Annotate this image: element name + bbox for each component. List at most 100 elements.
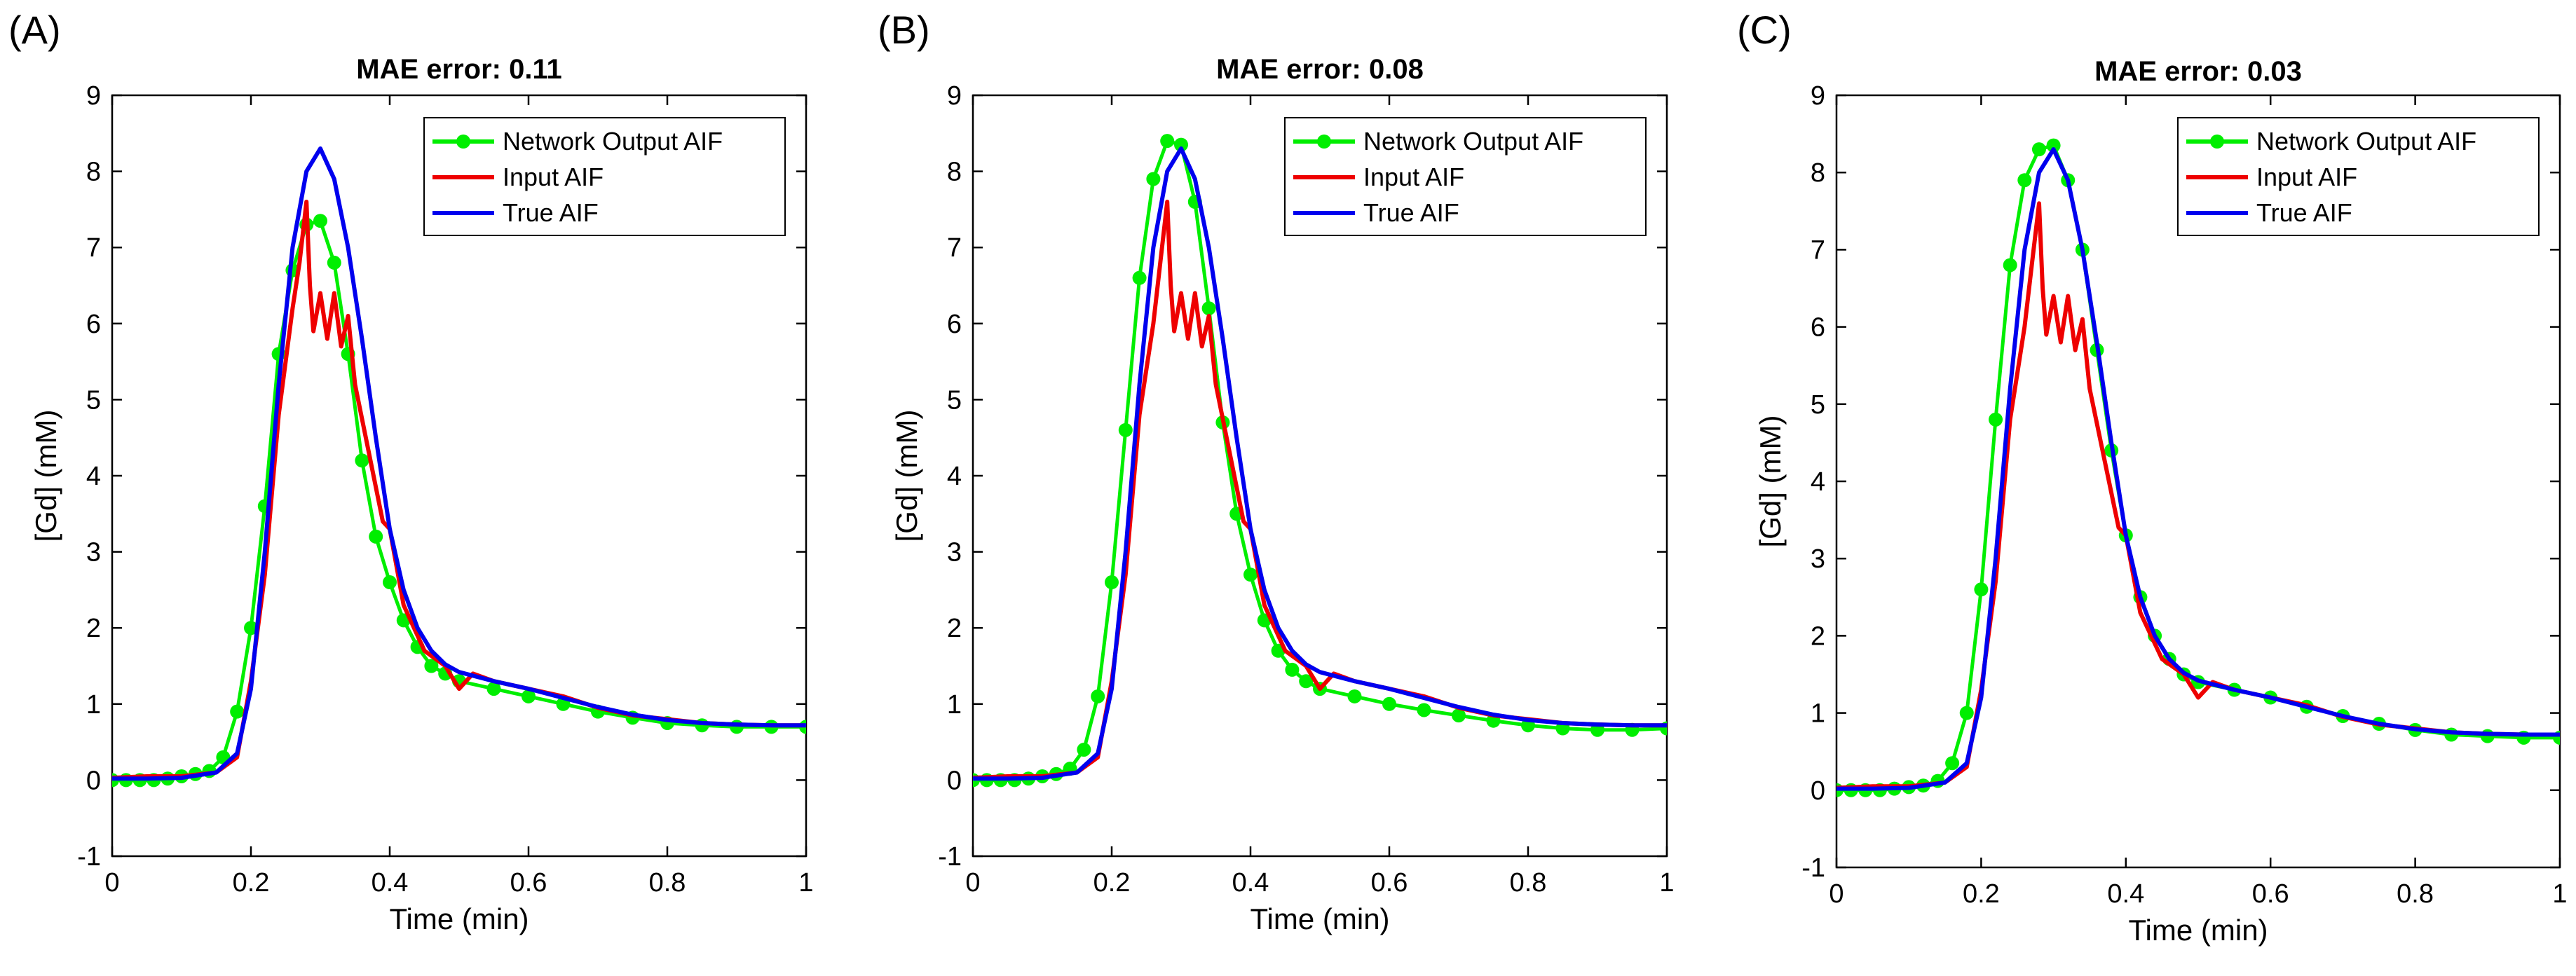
data-point-network-output-aif bbox=[1174, 137, 1188, 152]
series-line-input-aif bbox=[1836, 201, 2560, 790]
legend-label-input-aif: Input AIF bbox=[2256, 163, 2357, 191]
data-point-network-output-aif bbox=[1299, 674, 1314, 689]
x-axis-label: Time (min) bbox=[1250, 902, 1389, 935]
x-tick-label: 0.2 bbox=[1093, 868, 1131, 898]
data-point-network-output-aif bbox=[2031, 142, 2046, 157]
legend: Network Output AIF Input AIF True AIF bbox=[2177, 117, 2540, 236]
y-tick-label: 3 bbox=[947, 538, 962, 568]
data-point-network-output-aif bbox=[313, 214, 327, 228]
y-axis-label: [Gd] (mM) bbox=[1754, 415, 1787, 548]
x-tick-label: 0.6 bbox=[1371, 868, 1408, 898]
data-point-network-output-aif bbox=[244, 621, 258, 635]
y-tick-label: 5 bbox=[947, 385, 962, 415]
x-tick-label: 0.4 bbox=[1232, 868, 1269, 898]
y-tick-label: 4 bbox=[1811, 467, 1825, 497]
legend-label-true-aif: True AIF bbox=[1363, 198, 1459, 227]
series-line-true-aif bbox=[1836, 147, 2560, 791]
y-axis-label: [Gd] (mM) bbox=[29, 410, 62, 542]
legend-label-input-aif: Input AIF bbox=[1363, 163, 1464, 191]
data-point-network-output-aif bbox=[1077, 742, 1091, 757]
data-point-network-output-aif bbox=[2017, 173, 2032, 188]
series-line-true-aif bbox=[112, 146, 806, 781]
data-point-network-output-aif bbox=[1382, 696, 1396, 711]
data-point-network-output-aif bbox=[1945, 756, 1960, 771]
y-tick-label: 7 bbox=[86, 233, 101, 263]
y-tick-label: 8 bbox=[1811, 158, 1825, 188]
y-tick-label: 2 bbox=[947, 614, 962, 643]
chart-title: MAE error: 0.08 bbox=[1216, 54, 1424, 85]
y-tick-label: 7 bbox=[1811, 235, 1825, 265]
data-point-network-output-aif bbox=[1243, 568, 1258, 582]
y-tick-label: -1 bbox=[77, 842, 101, 872]
data-point-network-output-aif bbox=[230, 704, 245, 719]
y-tick-label: 8 bbox=[86, 158, 101, 187]
y-tick-label: 3 bbox=[86, 538, 101, 568]
y-tick-label: 2 bbox=[1811, 621, 1825, 651]
x-tick-label: 1 bbox=[2552, 879, 2567, 909]
y-tick-label: 9 bbox=[947, 81, 962, 111]
data-point-network-output-aif bbox=[1417, 703, 1431, 717]
x-tick-label: 0.4 bbox=[2107, 879, 2144, 909]
panel-label: (C) bbox=[1737, 8, 1792, 52]
x-tick-label: 0.8 bbox=[1510, 868, 1547, 898]
y-tick-label: 8 bbox=[947, 158, 962, 187]
panel-label: (B) bbox=[878, 8, 930, 52]
panel-label: (A) bbox=[8, 8, 61, 52]
data-point-network-output-aif bbox=[1118, 422, 1133, 437]
x-tick-label: 0.2 bbox=[233, 868, 270, 898]
legend-label-network-output-aif: Network Output AIF bbox=[503, 127, 723, 156]
y-tick-label: 9 bbox=[1811, 81, 1825, 111]
data-point-network-output-aif bbox=[1132, 270, 1147, 285]
y-tick-label: 6 bbox=[86, 310, 101, 339]
y-tick-label: 0 bbox=[947, 766, 962, 795]
y-tick-label: 5 bbox=[86, 385, 101, 415]
x-axis-label: Time (min) bbox=[2128, 914, 2268, 947]
data-point-network-output-aif bbox=[355, 453, 369, 468]
y-tick-label: 1 bbox=[947, 690, 962, 720]
legend-marker-network-output-aif bbox=[1317, 135, 1331, 149]
x-tick-label: 0 bbox=[965, 868, 980, 898]
data-point-network-output-aif bbox=[1201, 301, 1216, 316]
y-tick-label: 4 bbox=[86, 462, 101, 491]
y-axis-label: [Gd] (mM) bbox=[890, 410, 923, 542]
legend-marker-network-output-aif bbox=[2210, 135, 2224, 149]
data-point-network-output-aif bbox=[522, 689, 536, 703]
y-tick-label: -1 bbox=[938, 842, 962, 872]
data-point-network-output-aif bbox=[1347, 689, 1362, 703]
y-tick-label: 6 bbox=[947, 310, 962, 339]
y-tick-label: 1 bbox=[1811, 699, 1825, 729]
data-point-network-output-aif bbox=[1091, 689, 1105, 703]
data-point-network-output-aif bbox=[424, 659, 439, 673]
data-point-network-output-aif bbox=[2003, 258, 2017, 273]
y-tick-label: -1 bbox=[1801, 853, 1825, 883]
series-group bbox=[973, 134, 1667, 788]
data-point-network-output-aif bbox=[486, 682, 501, 696]
y-tick-label: 2 bbox=[86, 614, 101, 643]
series-line-network-output-aif bbox=[112, 219, 806, 782]
y-tick-label: 7 bbox=[947, 233, 962, 263]
data-point-network-output-aif bbox=[369, 529, 383, 544]
data-point-network-output-aif bbox=[1146, 172, 1161, 186]
legend-label-true-aif: True AIF bbox=[2256, 198, 2352, 227]
data-point-network-output-aif bbox=[1285, 662, 1300, 677]
y-tick-label: 0 bbox=[1811, 776, 1825, 806]
series-line-network-output-aif bbox=[1836, 144, 2560, 792]
series-group bbox=[1836, 138, 2560, 797]
legend: Network Output AIF Input AIF True AIF bbox=[423, 117, 786, 236]
x-tick-label: 0 bbox=[1829, 879, 1844, 909]
data-point-network-output-aif bbox=[1974, 582, 1989, 597]
legend: Network Output AIF Input AIF True AIF bbox=[1284, 117, 1647, 236]
y-tick-label: 5 bbox=[1811, 390, 1825, 420]
y-tick-label: 4 bbox=[947, 462, 962, 491]
y-tick-label: 9 bbox=[86, 81, 101, 111]
series-group bbox=[112, 146, 806, 788]
data-point-network-output-aif bbox=[1105, 575, 1119, 590]
x-tick-label: 0.8 bbox=[649, 868, 686, 898]
x-tick-label: 0.2 bbox=[1963, 879, 2000, 909]
x-tick-label: 0.8 bbox=[2397, 879, 2434, 909]
series-line-input-aif bbox=[112, 200, 806, 781]
